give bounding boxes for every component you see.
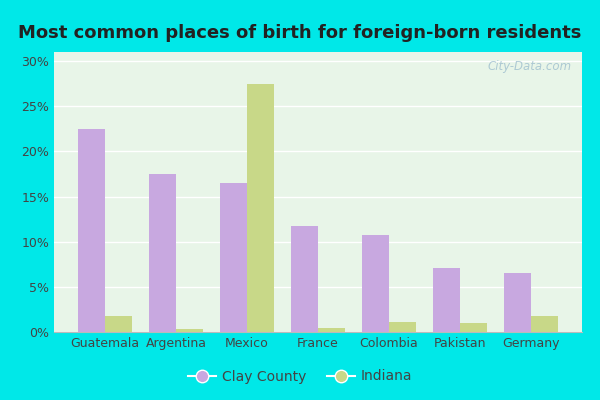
Bar [362, 235, 389, 332]
Bar [291, 226, 318, 332]
Legend: Clay County, Indiana: Clay County, Indiana [183, 364, 417, 389]
Bar [105, 316, 132, 332]
Bar [149, 174, 176, 332]
Bar [460, 323, 487, 332]
Bar [78, 129, 105, 332]
Text: Most common places of birth for foreign-born residents: Most common places of birth for foreign-… [19, 24, 581, 42]
Bar [318, 328, 345, 332]
Bar [504, 273, 531, 332]
Bar [389, 322, 416, 332]
Bar [220, 183, 247, 332]
Bar [433, 268, 460, 332]
Text: City-Data.com: City-Data.com [487, 60, 571, 74]
Bar [531, 316, 558, 332]
Bar [247, 84, 274, 332]
Bar [176, 329, 203, 332]
